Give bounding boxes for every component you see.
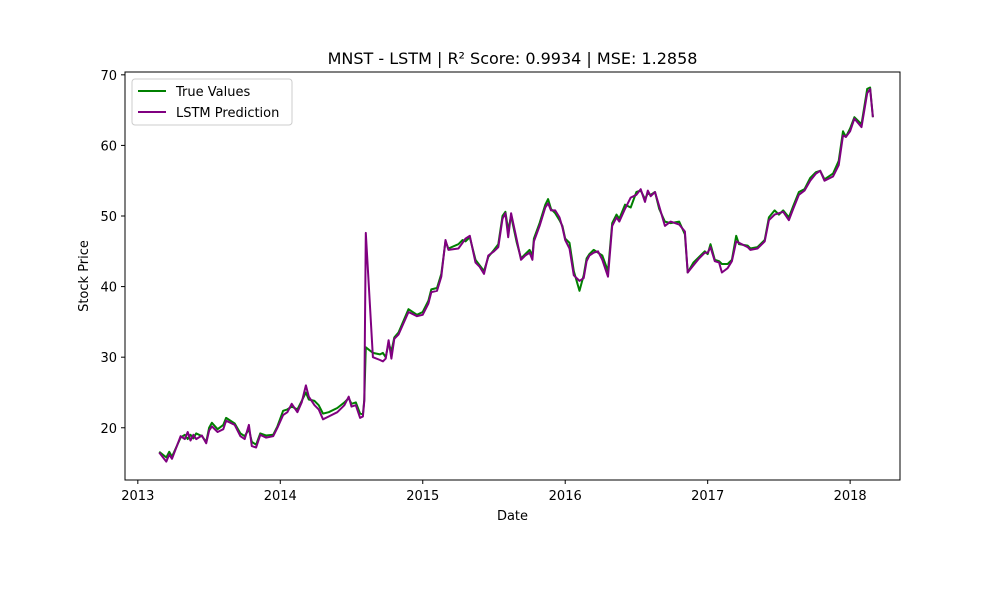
x-tick-label-2014: 2014 xyxy=(264,489,297,504)
legend: True Values LSTM Prediction xyxy=(131,78,293,126)
y-tick-label-40: 40 xyxy=(100,281,117,296)
y-tick-label-70: 70 xyxy=(100,69,117,84)
plot-area xyxy=(125,72,900,480)
y-tick-label-20: 20 xyxy=(100,422,117,437)
y-tick-label-50: 50 xyxy=(100,210,117,225)
y-axis: 20 30 40 50 60 70 xyxy=(100,69,125,437)
chart-title: MNST - LSTM | R² Score: 0.9934 | MSE: 1.… xyxy=(328,49,698,68)
y-axis-label: Stock Price xyxy=(77,240,92,312)
x-tick-label-2017: 2017 xyxy=(691,489,724,504)
x-axis: 2013 2014 2015 2016 2017 2018 xyxy=(121,480,867,504)
legend-label-true-values: True Values xyxy=(175,85,250,100)
x-tick-label-2015: 2015 xyxy=(406,489,439,504)
x-axis-label: Date xyxy=(497,509,528,524)
x-tick-label-2016: 2016 xyxy=(549,489,582,504)
x-tick-label-2013: 2013 xyxy=(121,489,154,504)
y-tick-label-30: 30 xyxy=(100,351,117,366)
x-tick-label-2018: 2018 xyxy=(834,489,867,504)
plot-frame xyxy=(124,71,901,481)
y-tick-label-60: 60 xyxy=(100,139,117,154)
legend-label-lstm-prediction: LSTM Prediction xyxy=(176,106,279,121)
series-layer xyxy=(158,86,874,463)
series-line-lstm-prediction xyxy=(158,87,874,463)
legend-box xyxy=(131,78,293,126)
